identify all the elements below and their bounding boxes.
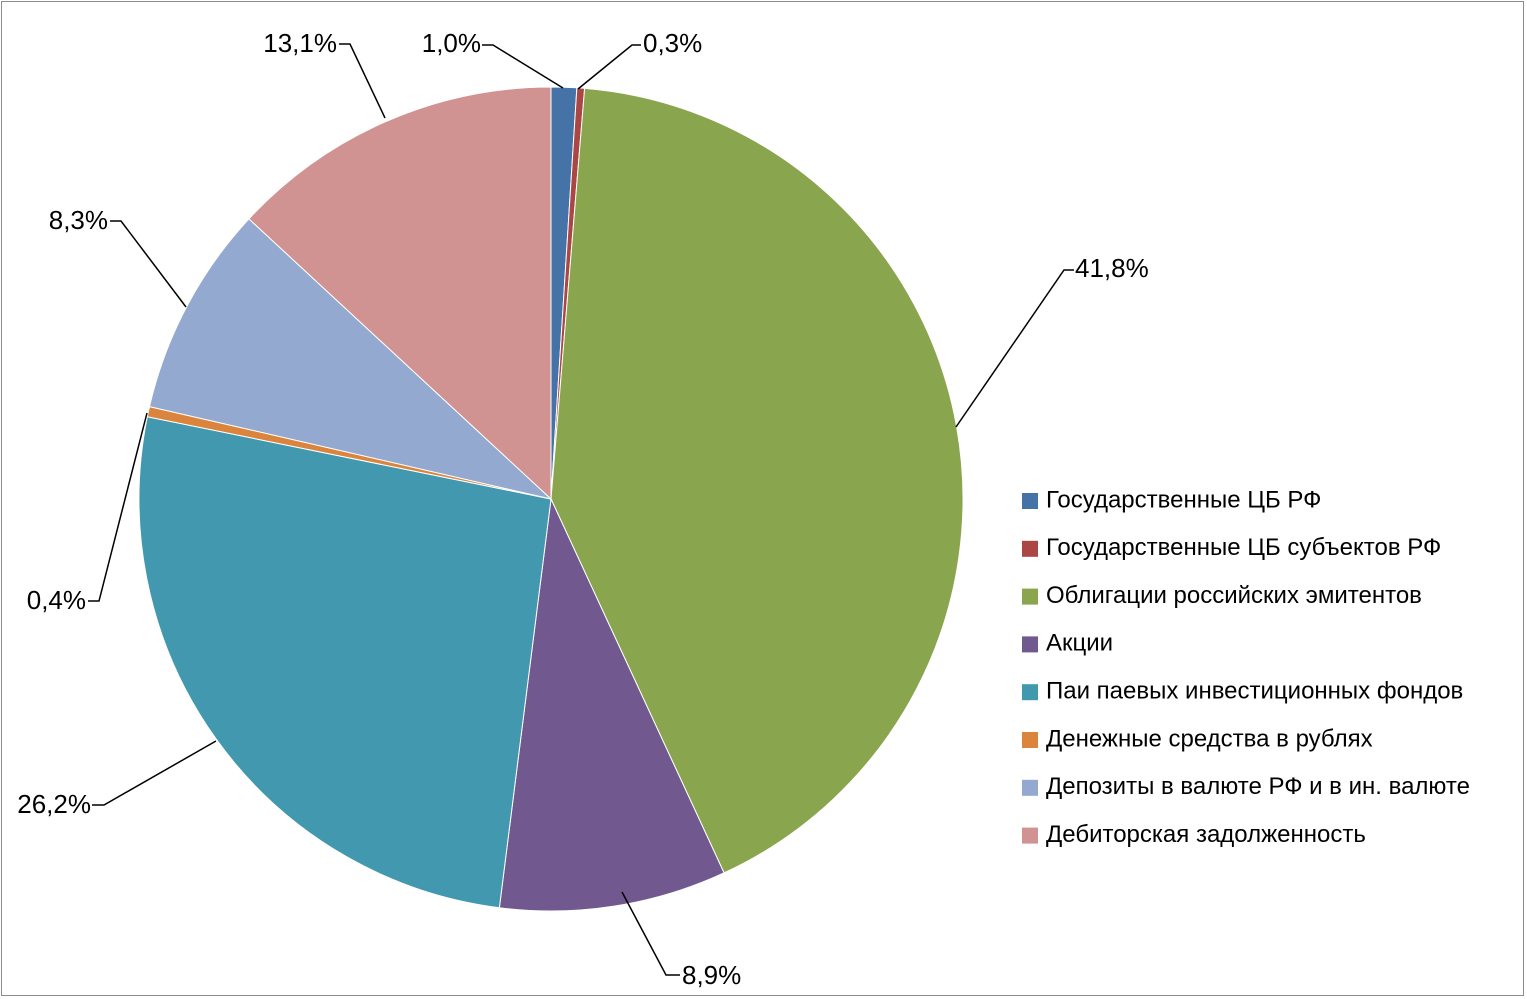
leader-lines [88,43,1074,976]
legend-label: Паи паевых инвестиционных фондов [1046,678,1463,705]
legend: Государственные ЦБ РФ Государственные ЦБ … [1022,486,1470,848]
leader-line [110,220,187,308]
legend-label: Акции [1046,630,1113,657]
data-label: 41,8% [1075,253,1149,283]
leader-line [577,44,641,90]
legend-label: Дебиторская задолженность [1046,821,1366,848]
data-label: 26,2% [17,789,91,819]
leader-line [92,740,217,806]
legend-label: Депозиты в валюте РФ и в ин. валюте [1046,773,1470,800]
legend-label: Денежные средства в рублях [1046,725,1373,752]
data-label: 0,3% [643,28,702,58]
pie-slice [248,86,552,501]
data-label: 0,4% [27,585,86,615]
legend-swatch [1022,732,1038,748]
pie-slices [138,86,964,912]
data-label: 1,0% [422,28,481,58]
leader-line [955,269,1074,428]
data-label: 13,1% [263,28,337,58]
legend-swatch [1022,827,1038,844]
legend-swatch [1022,684,1038,701]
leader-line [482,44,564,89]
pie-slice [148,218,553,500]
legend-label: Государственные ЦБ субъектов РФ [1046,534,1441,561]
leader-line [621,891,680,976]
pie-slice [138,416,552,909]
pie-slice [498,497,725,912]
legend-swatch [1022,540,1038,557]
leader-line [339,43,386,119]
legend-swatch [1022,779,1038,796]
data-label: 8,3% [49,205,108,235]
leader-line [88,412,148,602]
legend-label: Государственные ЦБ РФ [1046,486,1321,513]
legend-swatch [1022,493,1038,509]
legend-swatch [1022,588,1038,605]
legend-swatch [1022,636,1038,653]
data-labels: 1,0% 0,3% 41,8% 8,9% 26,2% 0,4% 8,3% 13,1% [17,28,1148,990]
legend-label: Облигации российских эмитентов [1046,582,1422,609]
data-label: 8,9% [682,960,741,990]
